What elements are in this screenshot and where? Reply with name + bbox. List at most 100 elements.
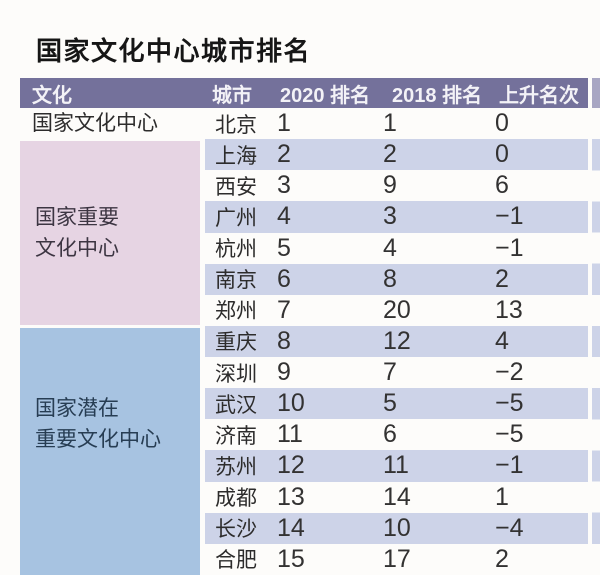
rank-change-cell: 1 (495, 482, 509, 511)
rank-change-cell: 0 (495, 109, 509, 138)
rank-2018-cell: 6 (383, 420, 397, 449)
table-row: 济南 11 6 −5 (20, 419, 588, 450)
rank-change-cell: −1 (495, 202, 524, 231)
city-cell: 南京 (215, 269, 257, 293)
rank-2020-cell: 11 (277, 420, 303, 449)
city-cell: 长沙 (215, 518, 257, 542)
city-cell: 合肥 (215, 549, 257, 573)
row-data-area: 南京 6 8 2 (205, 263, 588, 295)
group-label-potential-important-cultural-center: 国家潜在 重要文化中心 (35, 393, 200, 455)
table-row: 重庆 8 12 4 (20, 325, 588, 357)
rank-change-cell: −2 (495, 358, 524, 387)
table-row: 杭州 5 4 −1 (20, 233, 588, 264)
city-cell: 郑州 (215, 300, 257, 324)
row-data-area: 杭州 5 4 −1 (205, 233, 588, 264)
rank-change-cell: 13 (495, 295, 523, 324)
group-label-line: 国家重要 (35, 206, 119, 229)
rank-2018-cell: 8 (383, 264, 397, 293)
table-row: 苏州 12 11 −1 (20, 450, 588, 482)
table-row: 合肥 15 17 2 (20, 544, 588, 575)
table-row: 郑州 7 20 13 (20, 295, 588, 326)
row-data-area: 重庆 8 12 4 (205, 325, 588, 357)
group-label-important-cultural-center: 国家重要 文化中心 (35, 202, 200, 264)
group-block-potential-important-cultural-center: 国家潜在 重要文化中心 (20, 328, 200, 575)
city-cell: 北京 (215, 113, 257, 137)
rank-2018-cell: 10 (383, 513, 411, 542)
table-header-row: 文化 城市 2020 排名 2018 排名 上升名次 (20, 78, 588, 108)
rank-2018-cell: 5 (383, 389, 397, 418)
column-header-culture: 文化 (32, 84, 72, 107)
rank-2018-cell: 20 (383, 295, 411, 324)
rank-2018-cell: 1 (383, 109, 397, 138)
row-data-area: 北京 1 1 0 (205, 108, 588, 139)
rank-2020-cell: 8 (277, 326, 291, 355)
table-row: 广州 4 3 −1 (20, 201, 588, 233)
row-data-area: 西安 3 9 6 (205, 170, 588, 201)
rank-2020-cell: 2 (277, 140, 291, 169)
rank-2020-cell: 7 (277, 295, 291, 324)
row-data-area: 合肥 15 17 2 (205, 544, 588, 575)
row-data-area: 成都 13 14 1 (205, 482, 588, 513)
group-label-line: 文化中心 (35, 237, 119, 260)
rank-change-cell: −1 (495, 233, 524, 262)
group-block-important-cultural-center: 国家重要 文化中心 (20, 141, 200, 325)
rank-2020-cell: 6 (277, 264, 291, 293)
city-cell: 西安 (215, 175, 257, 199)
group-label-national-cultural-center: 国家文化中心 (20, 108, 205, 139)
row-data-area: 长沙 14 10 −4 (205, 512, 588, 544)
rank-2018-cell: 17 (383, 544, 411, 573)
table-row: 西安 3 9 6 (20, 170, 588, 201)
rank-2018-cell: 7 (383, 358, 397, 387)
row-data-area: 上海 2 2 0 (205, 139, 588, 171)
rank-change-cell: 2 (495, 264, 509, 293)
rank-2020-cell: 5 (277, 233, 291, 262)
rank-2020-cell: 10 (277, 389, 305, 418)
row-data-area: 济南 11 6 −5 (205, 419, 588, 450)
rank-2018-cell: 9 (383, 171, 397, 200)
table-row: 武汉 10 5 −5 (20, 388, 588, 420)
column-header-rank-2018: 2018 排名 (392, 84, 483, 107)
rank-change-cell: 6 (495, 171, 509, 200)
group-label-line: 重要文化中心 (35, 427, 161, 451)
table-row: 深圳 9 7 −2 (20, 357, 588, 388)
table-row: 成都 13 14 1 (20, 482, 588, 513)
cropped-table-edge (592, 78, 600, 575)
rank-2020-cell: 1 (277, 109, 291, 138)
city-cell: 杭州 (215, 238, 257, 262)
table-row: 南京 6 8 2 (20, 263, 588, 295)
rank-2018-cell: 12 (383, 326, 411, 355)
city-cell: 成都 (215, 487, 257, 511)
rank-2020-cell: 15 (277, 544, 305, 573)
rank-2018-cell: 14 (383, 482, 411, 511)
table-row: 北京 1 1 0 (20, 108, 588, 139)
row-data-area: 郑州 7 20 13 (205, 295, 588, 326)
ranking-table: 文化 城市 2020 排名 2018 排名 上升名次 北京 1 1 0 上海 2… (20, 78, 588, 575)
rank-change-cell: 4 (495, 326, 509, 355)
rank-2020-cell: 12 (277, 451, 305, 480)
table-row: 上海 2 2 0 (20, 139, 588, 171)
cropped-header-edge (592, 78, 600, 108)
column-header-rank-2020: 2020 排名 (280, 84, 371, 107)
row-data-area: 广州 4 3 −1 (205, 201, 588, 233)
table-body: 北京 1 1 0 上海 2 2 0 西安 3 9 6 广州 4 3 −1 (20, 108, 588, 575)
rank-change-cell: 2 (495, 544, 509, 573)
page-title: 国家文化中心城市排名 (36, 36, 312, 66)
rank-change-cell: 0 (495, 140, 509, 169)
rank-2018-cell: 11 (383, 451, 409, 480)
row-data-area: 武汉 10 5 −5 (205, 388, 588, 420)
rank-2020-cell: 14 (277, 513, 305, 542)
rank-change-cell: −1 (495, 451, 524, 480)
city-cell: 重庆 (215, 331, 257, 355)
rank-2020-cell: 3 (277, 171, 291, 200)
rank-2020-cell: 4 (277, 202, 291, 231)
city-cell: 武汉 (215, 393, 257, 417)
rank-2018-cell: 4 (383, 233, 397, 262)
rank-2018-cell: 3 (383, 202, 397, 231)
city-cell: 济南 (215, 424, 257, 448)
table-row: 长沙 14 10 −4 (20, 512, 588, 544)
row-data-area: 苏州 12 11 −1 (205, 450, 588, 482)
row-data-area: 深圳 9 7 −2 (205, 357, 588, 388)
city-cell: 上海 (215, 144, 257, 168)
city-cell: 广州 (215, 206, 257, 230)
